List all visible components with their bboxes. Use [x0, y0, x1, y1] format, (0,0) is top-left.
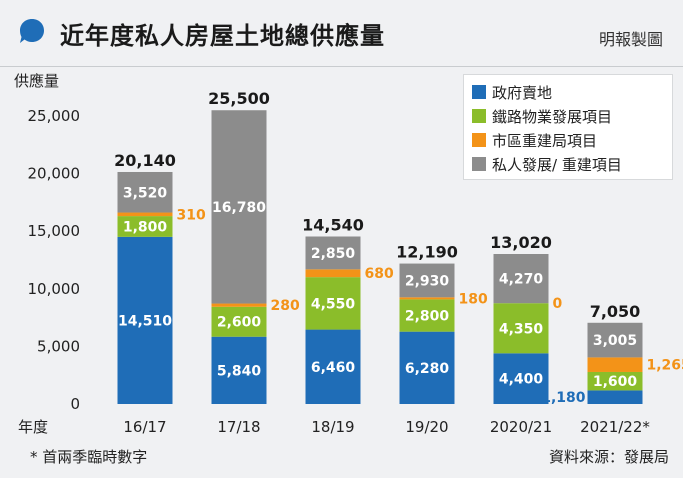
ura-value-label: 280: [271, 298, 300, 314]
private-value-label: 3,520: [123, 185, 168, 201]
chart-title: 近年度私人房屋土地總供應量: [60, 21, 385, 50]
legend-label-private: 私人發展/ 重建項目: [492, 155, 622, 174]
mtr-segment: [587, 371, 643, 391]
private-segment: [305, 236, 361, 270]
y-tick-label: 5,000: [37, 337, 80, 355]
private-segment: [493, 254, 549, 304]
y-axis-label: 供應量: [14, 72, 60, 90]
y-tick-label: 20,000: [28, 165, 81, 183]
gov-segment: [493, 353, 549, 404]
private-value-label: 2,850: [311, 246, 356, 262]
ura-value-label: 310: [177, 207, 206, 223]
y-tick-label: 25,000: [28, 107, 81, 125]
mtr-value-label: 4,350: [499, 321, 544, 337]
bar-total-label: 14,540: [302, 215, 364, 234]
legend-item-private: 私人發展/ 重建項目: [472, 153, 622, 175]
private-segment: [211, 110, 267, 304]
gov-segment: [211, 336, 267, 404]
legend: 政府賣地 鐵路物業發展項目 市區重建局項目 私人發展/ 重建項目: [463, 74, 673, 180]
source-note: 資料來源：發展局: [548, 448, 669, 466]
mtr-value-label: 2,800: [405, 309, 450, 325]
ura-value-label: 180: [459, 291, 488, 307]
y-tick-label: 10,000: [28, 280, 81, 298]
bar-total-label: 25,500: [208, 89, 270, 108]
gov-value-label: 14,510: [118, 313, 172, 329]
private-value-label: 4,270: [499, 272, 544, 288]
gov-value-label: 6,460: [311, 360, 356, 376]
ura-segment: [587, 357, 643, 372]
mtr-value-label: 2,600: [217, 315, 262, 331]
gov-segment: [399, 331, 455, 404]
ura-segment: [305, 269, 361, 278]
x-tick-label: 19/20: [405, 418, 448, 436]
private-segment: [399, 263, 455, 298]
legend-label-ura: 市區重建局項目: [492, 131, 598, 150]
speech-bubble-icon: [20, 19, 44, 43]
mtr-segment: [305, 277, 361, 330]
private-value-label: 2,930: [405, 273, 450, 289]
gov-value-label: 1,180: [541, 390, 586, 406]
mtr-value-label: 1,800: [123, 219, 168, 235]
legend-item-ura: 市區重建局項目: [472, 129, 597, 151]
x-tick-label: 16/17: [123, 418, 166, 436]
x-tick-label: 18/19: [311, 418, 354, 436]
legend-item-gov: 政府賣地: [472, 81, 552, 103]
x-tick-label: 2020/21: [490, 418, 552, 436]
private-value-label: 16,780: [212, 200, 266, 216]
gov-segment: [587, 390, 643, 404]
private-segment: [117, 171, 173, 213]
bar-total-label: 13,020: [490, 233, 552, 252]
x-axis-label: 年度: [18, 418, 48, 436]
title-bar: 近年度私人房屋土地總供應量 明報製圖: [0, 0, 683, 67]
credit-label: 明報製圖: [598, 30, 663, 49]
legend-swatch-gov: [472, 85, 486, 99]
bar-total-label: 7,050: [590, 302, 641, 321]
mtr-value-label: 4,550: [311, 296, 356, 312]
mtr-value-label: 1,600: [593, 374, 638, 390]
gov-value-label: 6,280: [405, 361, 450, 377]
legend-item-mtr: 鐵路物業發展項目: [472, 105, 612, 127]
mtr-segment: [493, 303, 549, 354]
mtr-segment: [211, 306, 267, 337]
gov-value-label: 4,400: [499, 372, 544, 388]
legend-swatch-mtr: [472, 109, 486, 123]
legend-swatch-ura: [472, 133, 486, 147]
ura-segment: [117, 212, 173, 217]
footnote: * 首兩季臨時數字: [30, 448, 148, 466]
ura-value-label: 1,265: [647, 358, 683, 374]
legend-swatch-private: [472, 157, 486, 171]
ura-value-label: 0: [553, 296, 563, 312]
y-tick-label: 0: [70, 395, 80, 413]
mtr-segment: [399, 299, 455, 332]
gov-segment: [305, 329, 361, 404]
private-segment: [587, 322, 643, 358]
x-tick-label: 2021/22*: [580, 418, 650, 436]
ura-segment: [211, 303, 267, 307]
private-value-label: 3,005: [593, 333, 637, 349]
bar-total-label: 12,190: [396, 243, 458, 262]
ura-segment: [399, 297, 455, 300]
legend-label-gov: 政府賣地: [492, 83, 553, 102]
mtr-segment: [117, 216, 173, 237]
gov-value-label: 5,840: [217, 363, 262, 379]
y-tick-label: 15,000: [28, 222, 81, 240]
ura-value-label: 680: [365, 266, 394, 282]
bar-total-label: 20,140: [114, 151, 176, 170]
gov-segment: [117, 236, 173, 404]
x-tick-label: 17/18: [217, 418, 260, 436]
legend-label-mtr: 鐵路物業發展項目: [492, 107, 613, 126]
